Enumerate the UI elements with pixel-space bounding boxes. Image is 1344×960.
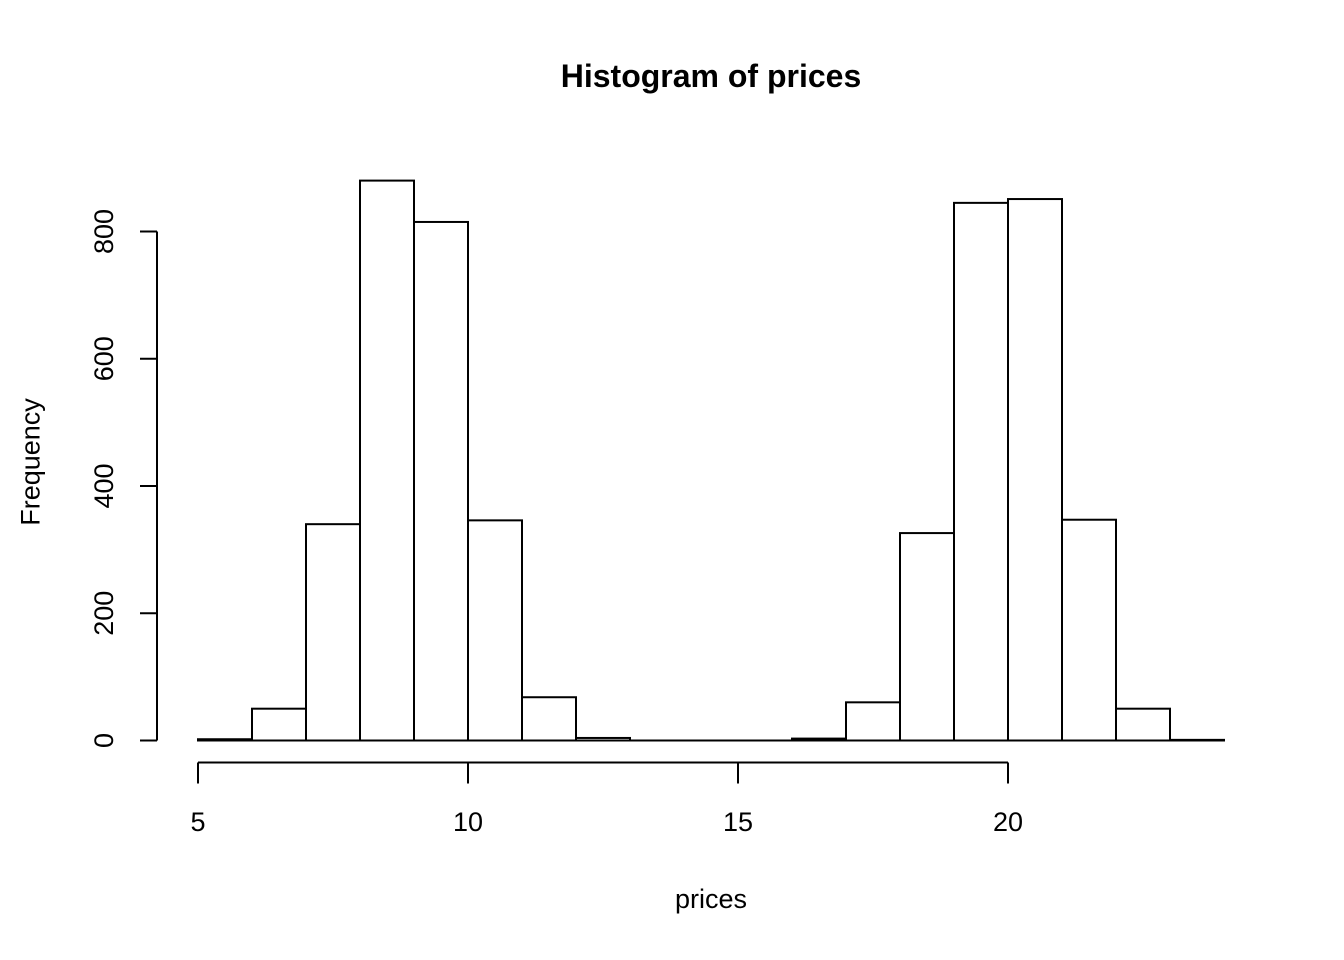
histogram-bar xyxy=(575,736,631,742)
histogram-bar xyxy=(791,737,847,742)
x-axis-label: prices xyxy=(674,884,748,914)
histogram-bar xyxy=(1007,198,1063,742)
histogram-bar xyxy=(251,707,307,742)
chart-title: Histogram of prices xyxy=(560,58,862,94)
x-tick-label: 20 xyxy=(993,807,1023,837)
histogram-bar xyxy=(413,220,469,742)
y-axis-label: Frequency xyxy=(15,398,46,526)
histogram-bar xyxy=(467,519,523,742)
x-tick-label: 5 xyxy=(190,807,205,837)
y-tick-label: 800 xyxy=(89,209,119,254)
histogram-bar xyxy=(845,701,901,742)
y-tick-label: 0 xyxy=(89,733,119,748)
histogram-bar xyxy=(1115,707,1171,742)
histogram-bar xyxy=(359,179,415,742)
histogram-bar xyxy=(953,201,1009,742)
histogram-bar xyxy=(197,738,253,742)
histogram-bar xyxy=(305,523,361,742)
y-tick-label: 400 xyxy=(89,463,119,508)
y-tick-label: 600 xyxy=(89,336,119,381)
x-tick-label: 10 xyxy=(453,807,483,837)
x-tick-label: 15 xyxy=(723,807,753,837)
y-tick-label: 200 xyxy=(89,591,119,636)
histogram-bar xyxy=(521,696,577,742)
histogram-bar xyxy=(1169,738,1225,742)
histogram-bar xyxy=(899,532,955,742)
histogram-bar xyxy=(1061,518,1117,742)
